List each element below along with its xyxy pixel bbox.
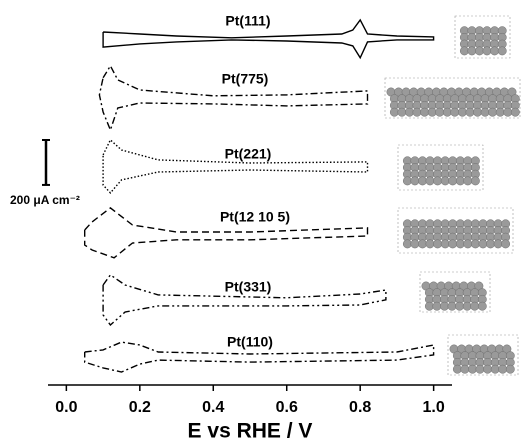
atom	[456, 177, 464, 185]
atom	[483, 47, 491, 55]
series-label: Pt(775)	[222, 71, 269, 87]
atom	[403, 177, 411, 185]
x-tick-label: 1.0	[423, 399, 445, 416]
atom	[471, 177, 479, 185]
atom	[468, 47, 476, 55]
atom	[405, 108, 413, 116]
atom	[490, 47, 498, 55]
atom	[458, 108, 466, 116]
x-tick-label: 0.8	[349, 399, 371, 416]
series-label: Pt(331)	[225, 279, 272, 295]
atom	[460, 47, 468, 55]
atom	[476, 365, 484, 373]
atom	[451, 108, 459, 116]
atom	[496, 108, 504, 116]
series-label: Pt(110)	[227, 334, 273, 350]
atom	[498, 47, 506, 55]
atom	[471, 240, 479, 248]
atom	[481, 108, 489, 116]
atom	[433, 177, 441, 185]
atom	[403, 240, 411, 248]
atom	[475, 47, 483, 55]
atom	[473, 108, 481, 116]
atom	[425, 302, 433, 310]
atom	[398, 108, 406, 116]
atom	[461, 365, 469, 373]
chart: E vs RHE / V 0.0 0.2 0.4 0.6 0.8 1.0 200 μA cm…	[0, 0, 523, 444]
crystal-model	[398, 145, 483, 190]
scale-bar-label: 200 μA cm⁻²	[10, 193, 80, 207]
crystal-model	[385, 78, 520, 118]
atom	[504, 108, 512, 116]
crystal-model	[398, 208, 513, 253]
atom	[456, 240, 464, 248]
atom	[455, 302, 463, 310]
atom	[483, 365, 491, 373]
atom	[449, 177, 457, 185]
atom	[448, 302, 456, 310]
crystal-model	[420, 272, 490, 312]
atom	[466, 108, 474, 116]
crystal-model	[448, 335, 518, 375]
atom	[433, 302, 441, 310]
atom	[449, 240, 457, 248]
atom	[440, 302, 448, 310]
atom	[499, 365, 507, 373]
atom	[501, 240, 509, 248]
atom	[453, 365, 461, 373]
atom	[488, 108, 496, 116]
x-tick-label: 0.4	[202, 399, 224, 416]
series-label: Pt(221)	[225, 146, 272, 162]
atom	[426, 177, 434, 185]
crystal-model	[455, 16, 510, 58]
atom	[468, 365, 476, 373]
x-tick-label: 0.2	[129, 399, 151, 416]
atom	[433, 240, 441, 248]
atom	[486, 240, 494, 248]
atom	[441, 240, 449, 248]
atom	[411, 177, 419, 185]
atom	[441, 177, 449, 185]
atom	[428, 108, 436, 116]
atom	[491, 365, 499, 373]
x-axis-label: E vs RHE / V	[188, 420, 313, 443]
atom	[479, 240, 487, 248]
series-label: Pt(12 10 5)	[220, 209, 290, 225]
atom	[471, 302, 479, 310]
atom	[511, 108, 519, 116]
atom	[418, 240, 426, 248]
atom	[464, 177, 472, 185]
atom	[426, 240, 434, 248]
atom	[420, 108, 428, 116]
atom	[494, 240, 502, 248]
atom	[506, 365, 514, 373]
x-tick-label: 0.0	[55, 399, 77, 416]
atom	[413, 108, 421, 116]
atom	[463, 302, 471, 310]
atom	[436, 108, 444, 116]
atom	[390, 108, 398, 116]
atom	[411, 240, 419, 248]
atom	[418, 177, 426, 185]
atom	[443, 108, 451, 116]
series-label: Pt(111)	[225, 13, 270, 29]
atom	[464, 240, 472, 248]
x-tick-label: 0.6	[276, 399, 298, 416]
atom	[478, 302, 486, 310]
